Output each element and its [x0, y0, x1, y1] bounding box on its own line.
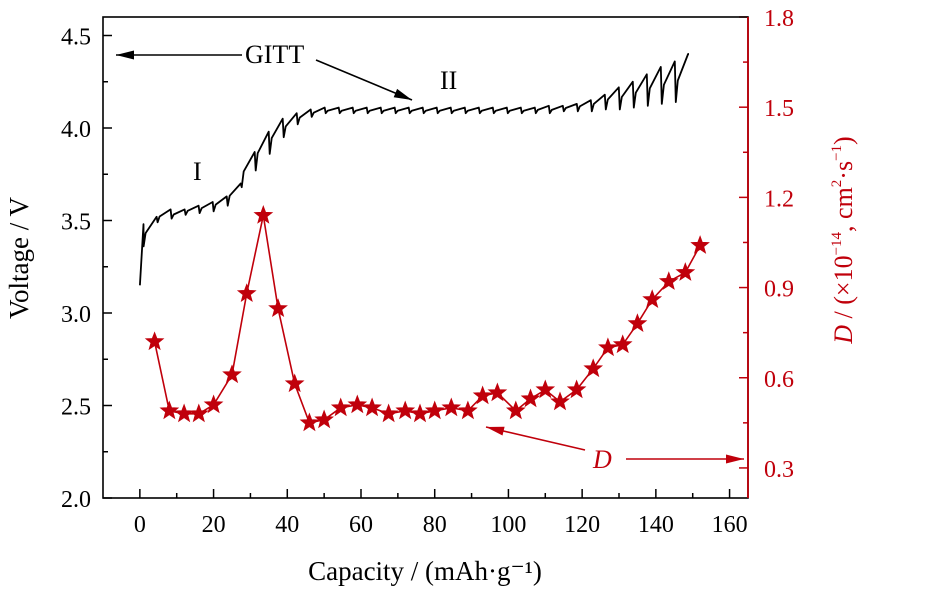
left-tick-label: 3.5 [61, 210, 91, 236]
d-arrow-left-head [486, 426, 505, 436]
diffusion-point [378, 403, 399, 423]
diffusion-point [144, 331, 165, 351]
right-tick-label: 0.3 [764, 457, 794, 483]
bottom-tick-label: 160 [712, 512, 748, 538]
right-axis-label-symbol: D [829, 325, 858, 345]
gitt-label: GITT [245, 40, 304, 69]
plot-frame [102, 16, 749, 499]
right-tick-label: 1.2 [764, 186, 794, 212]
diffusion-point [424, 400, 445, 420]
diffusion-point [174, 403, 194, 423]
diffusion-point [458, 400, 478, 420]
diffusion-point [395, 400, 416, 420]
right-axis-label-close: ) [829, 136, 858, 145]
diffusion-point [658, 271, 679, 290]
diffusion-point [236, 283, 257, 302]
voltage-line [139, 53, 689, 286]
right-axis-label: D / (×10−14, cm2·s−1) [829, 136, 858, 344]
diffusion-point [299, 412, 320, 432]
bottom-tick-label: 60 [349, 512, 373, 538]
left-tick-label: 2.5 [61, 395, 91, 421]
left-tick-labels: 2.0 2.5 3.0 3.5 4.0 4.5 [61, 25, 91, 514]
diffusion-line [153, 215, 701, 424]
left-tick-label: 4.5 [61, 25, 91, 51]
diffusion-point [627, 313, 648, 332]
left-tick-label: 4.0 [61, 117, 91, 143]
x-axis-label: Capacity / (mAh·g⁻¹) [308, 556, 542, 586]
bottom-tick-label: 40 [275, 512, 299, 538]
bottom-tick-labels: 0 20 40 60 80 100 120 140 160 [134, 512, 748, 538]
bottom-tick-label: 20 [202, 512, 226, 538]
diffusion-point [472, 385, 493, 405]
diffusion-point [550, 391, 570, 411]
left-tick-label: 2.0 [61, 487, 91, 513]
right-tick-label: 1.8 [764, 6, 794, 32]
diffusion-point [330, 397, 351, 417]
bottom-tick-label: 100 [490, 512, 526, 538]
right-axis-label-exp3: −1 [829, 145, 845, 161]
right-axis-label-unit2: ·s [829, 161, 858, 180]
diffusion-point [203, 394, 224, 414]
diffusion-point [268, 298, 288, 317]
left-tick-label: 3.0 [61, 302, 91, 328]
bottom-tick-label: 0 [134, 512, 146, 538]
d-label: D [592, 445, 612, 474]
diffusion-point [487, 382, 508, 402]
diffusion-point [362, 397, 382, 417]
diffusion-series [144, 205, 710, 432]
diffusion-point [188, 403, 209, 423]
region-i-label: I [193, 157, 202, 186]
diffusion-point [520, 388, 541, 408]
left-axis-label: Voltage / V [4, 197, 34, 320]
diffusion-point [583, 358, 604, 378]
diffusion-point [284, 373, 305, 393]
right-axis-label-exp2: 2 [829, 180, 845, 188]
diffusion-point [505, 400, 526, 420]
diffusion-point [253, 205, 274, 224]
diffusion-point [598, 337, 618, 357]
bottom-tick-label: 80 [423, 512, 447, 538]
diffusion-point [410, 403, 430, 423]
right-tick-label: 0.6 [764, 367, 794, 393]
diffusion-point [535, 379, 556, 399]
gitt-arrow-left-head [116, 50, 134, 60]
bottom-tick-label: 120 [564, 512, 600, 538]
d-arrow-right-head [726, 454, 744, 464]
plot-area: 2.0 2.5 3.0 3.5 4.0 4.5 0.3 0.6 0.9 1.2 1.5 1.8 0 2… [61, 6, 794, 538]
diffusion-point [612, 334, 633, 354]
diffusion-point [566, 379, 587, 399]
diffusion-point [690, 235, 710, 254]
voltage-series [139, 53, 689, 286]
right-axis-label-unit: , cm [829, 187, 858, 232]
right-axis-label-exp1: −14 [829, 231, 845, 255]
diffusion-point [159, 400, 180, 420]
diffusion-point [222, 364, 242, 384]
right-axis-label-text: / (×10 [829, 255, 858, 325]
tick-marks [103, 16, 748, 499]
right-tick-labels: 0.3 0.6 0.9 1.2 1.5 1.8 [764, 6, 794, 483]
diffusion-point [675, 262, 696, 281]
right-tick-label: 1.5 [764, 96, 794, 122]
right-tick-label: 0.9 [764, 277, 794, 303]
diffusion-point [642, 289, 663, 308]
diffusion-point [441, 397, 462, 417]
diffusion-point [347, 394, 368, 414]
diffusion-point [314, 409, 335, 429]
bottom-tick-label: 140 [638, 512, 674, 538]
region-ii-label: II [440, 66, 457, 95]
gitt-arrow-right-head [393, 88, 412, 100]
